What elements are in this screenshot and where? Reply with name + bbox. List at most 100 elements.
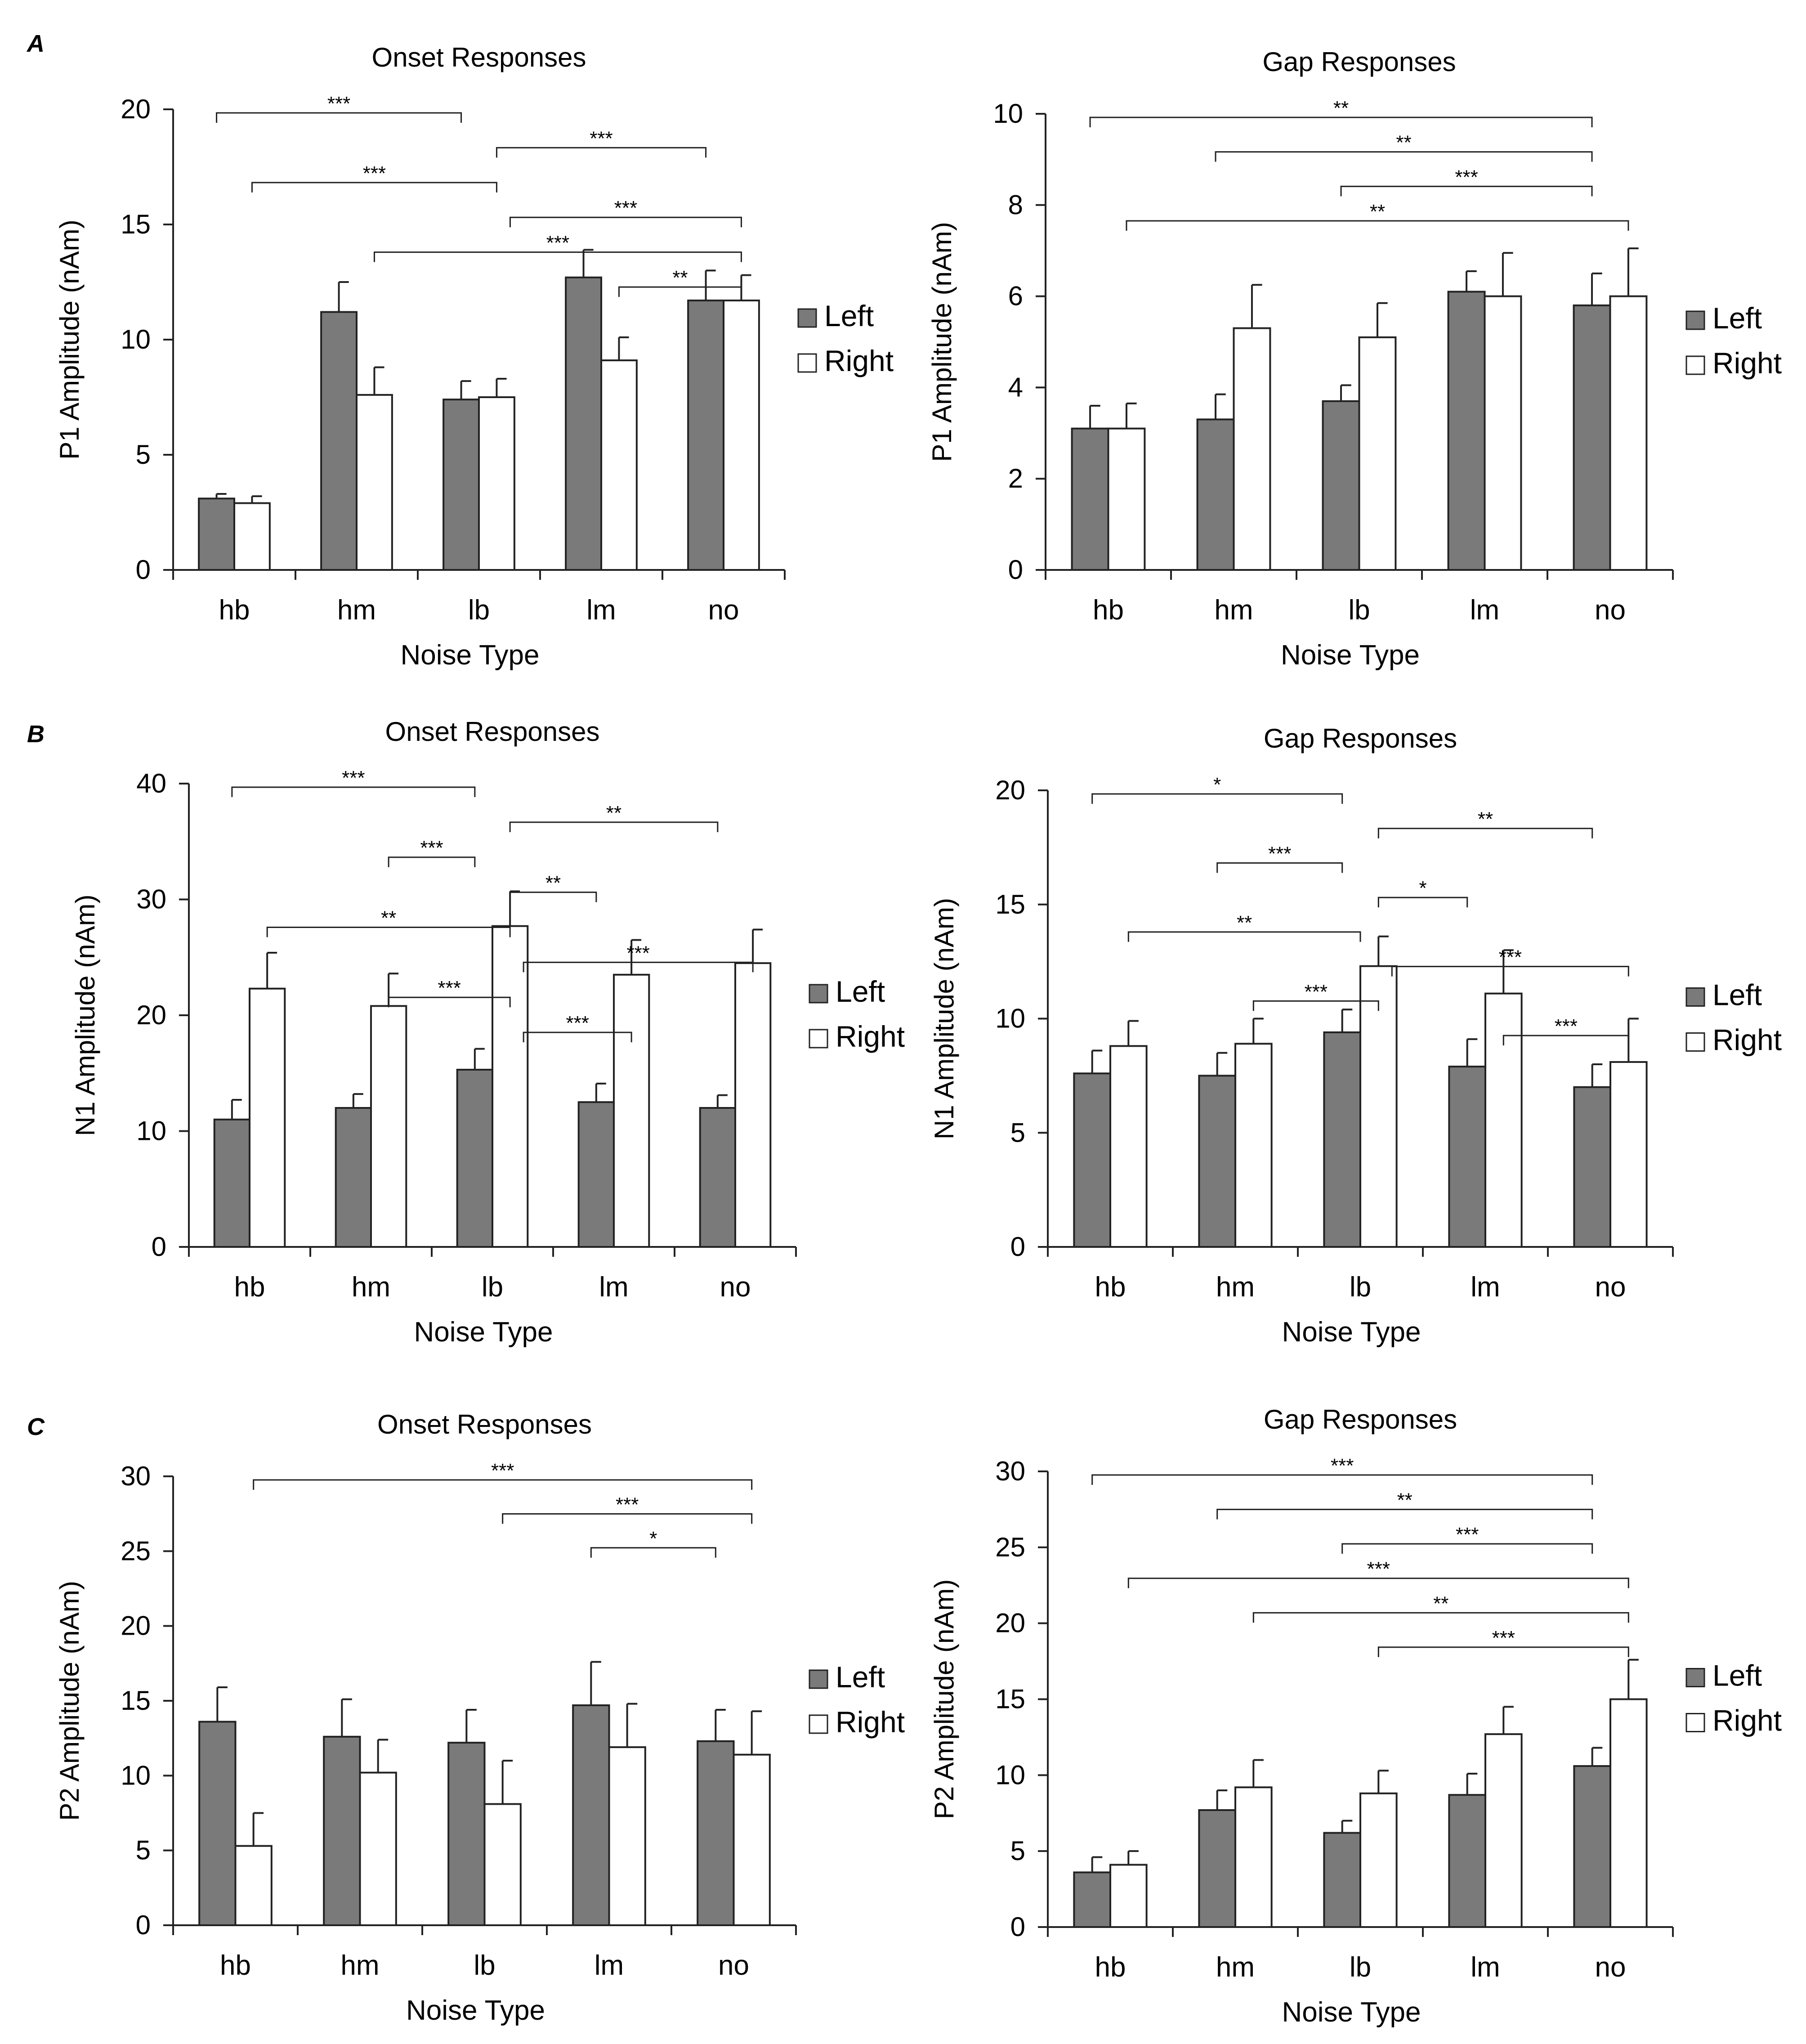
chart-B-onset: Onset Responses B 0 10 20 30 40 hb hm lb lm no Noise…	[27, 717, 905, 1348]
x-tick-label: hm	[337, 595, 376, 626]
bar-right-lm	[1484, 295, 1522, 571]
significance-label: **	[1333, 97, 1349, 119]
y-tick-label: 20	[121, 94, 151, 124]
significance-label: ***	[327, 93, 350, 115]
significance-label: **	[381, 907, 396, 929]
y-tick-label: 0	[136, 555, 151, 585]
chart-B-gap: Gap Responses 0 5 10 15 20 hb hm lb lm no Noise Typ…	[929, 723, 1782, 1348]
x-tick-label: lb	[474, 1950, 495, 1981]
legend-label-left: Left	[824, 299, 874, 332]
significance-bracket	[1215, 151, 1593, 162]
panel-letter: B	[27, 721, 45, 748]
x-tick-label: lm	[1470, 595, 1499, 626]
bar-right-lb	[1359, 965, 1398, 1248]
bar-left-lm	[1447, 291, 1486, 571]
significance-bracket	[1391, 966, 1629, 977]
significance-label: ***	[420, 837, 443, 859]
significance-bracket	[1089, 117, 1593, 127]
significance-label: *	[1419, 877, 1426, 899]
significance-bracket	[523, 961, 754, 973]
bar-right-lm	[1484, 1733, 1523, 1928]
bar-left-lb	[1322, 400, 1360, 571]
bar-left-no	[687, 299, 724, 571]
y-tick-label: 40	[136, 768, 166, 798]
bar-left-hm	[320, 311, 358, 571]
x-tick-label: hb	[1095, 1272, 1126, 1303]
x-tick-label: hb	[1095, 1952, 1126, 1983]
significance-label: ***	[1268, 843, 1291, 865]
x-tick-label: lm	[595, 1950, 624, 1981]
bar-left-no	[1573, 1765, 1611, 1928]
y-tick-label: 30	[136, 884, 166, 914]
bar-right-no	[733, 1753, 771, 1926]
significance-bracket	[1127, 931, 1361, 942]
bar-right-lm	[613, 973, 650, 1248]
bar-right-lm	[1484, 992, 1523, 1248]
chart-C-gap: Gap Responses 0 5 10 15 20 25 30 hb hm lb lm no Noise…	[929, 1404, 1782, 2028]
legend-label-right: Right	[824, 344, 894, 377]
legend-swatch-left	[1685, 987, 1705, 1007]
bar-right-hm	[359, 1771, 397, 1926]
bar-left-lb	[447, 1742, 486, 1927]
bar-left-lm	[1448, 1066, 1486, 1248]
significance-label: ***	[1367, 1558, 1390, 1580]
significance-bracket	[496, 147, 707, 158]
bar-right-lb	[478, 396, 515, 571]
legend-label-right: Right	[1712, 346, 1782, 380]
bar-right-hm	[356, 394, 393, 571]
bar-left-hb	[198, 1721, 237, 1926]
y-tick-label: 6	[1008, 281, 1023, 311]
significance-label: ***	[566, 1012, 589, 1034]
x-axis-label: Noise Type	[414, 1317, 553, 1348]
significance-bracket	[253, 1479, 753, 1490]
chart-title: Onset Responses	[385, 717, 600, 747]
bar-left-lb	[1323, 1031, 1361, 1248]
significance-bracket	[1377, 828, 1593, 838]
x-tick-label: lb	[1348, 595, 1370, 626]
x-tick-label: hb	[1093, 595, 1124, 626]
significance-label: ***	[1456, 1524, 1479, 1546]
x-tick-label: hm	[1214, 595, 1253, 626]
significance-label: ***	[626, 942, 649, 964]
bar-left-hm	[1196, 418, 1235, 571]
y-tick-label: 10	[993, 99, 1023, 129]
legend-label-right: Right	[1712, 1023, 1782, 1057]
legend-swatch-left	[1685, 310, 1705, 330]
significance-bracket	[1502, 1035, 1629, 1046]
significance-bracket	[1091, 793, 1343, 804]
y-tick-label: 15	[995, 889, 1025, 919]
y-tick-label: 10	[121, 1760, 151, 1790]
x-tick-label: lb	[1350, 1952, 1371, 1983]
significance-bracket	[1216, 1509, 1593, 1520]
legend-swatch-right	[1685, 355, 1705, 375]
bar-right-lb	[492, 925, 529, 1248]
chart-A-gap: Gap Responses 0 2 4 6 8 10 hb hm lb lm no Noise Type…	[927, 47, 1782, 671]
significance-bracket	[1341, 1543, 1593, 1554]
y-tick-label: 4	[1008, 372, 1023, 402]
chart-title: Gap Responses	[1264, 1404, 1457, 1434]
significance-bracket	[231, 786, 476, 797]
significance-bracket	[1252, 1000, 1379, 1011]
bar-right-hb	[1109, 1045, 1148, 1248]
bar-left-hm	[323, 1735, 361, 1927]
x-tick-label: lm	[1471, 1952, 1500, 1983]
x-axis-label: Noise Type	[400, 640, 539, 671]
significance-label: ***	[1331, 1455, 1354, 1477]
bar-left-lb	[1323, 1832, 1361, 1928]
legend-swatch-right	[797, 353, 817, 373]
significance-bracket	[509, 216, 742, 228]
significance-label: *	[1213, 774, 1221, 796]
significance-label: ***	[342, 767, 365, 789]
bar-left-lm	[565, 276, 602, 571]
legend-swatch-right	[809, 1029, 828, 1049]
significance-label: **	[545, 872, 561, 894]
bar-right-no	[1609, 1698, 1648, 1928]
x-tick-label: no	[1595, 1952, 1626, 1983]
bar-right-hb	[233, 502, 271, 571]
y-tick-label: 5	[136, 439, 151, 470]
bar-right-hm	[1234, 1786, 1273, 1928]
bar-right-hb	[234, 1845, 273, 1926]
significance-bracket	[216, 112, 462, 123]
legend-swatch-left	[809, 1669, 828, 1689]
x-tick-label: no	[718, 1950, 749, 1981]
